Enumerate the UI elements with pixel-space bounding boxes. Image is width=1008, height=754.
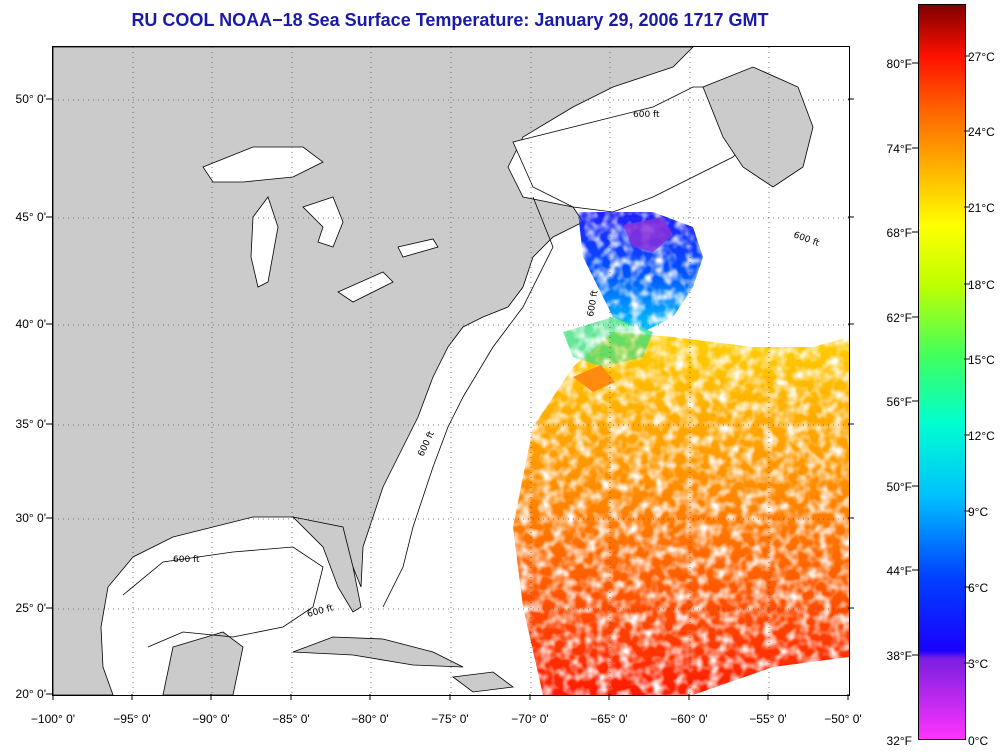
longitude-label: −50° 0' [824,712,862,726]
isobath-600ft [382,196,554,608]
longitude-label: −85° 0' [272,712,310,726]
isobath-label: 600 ft [173,555,200,565]
colorbar-fahrenheit-label: 32°F [886,734,912,748]
colorbar-fahrenheit-label: 56°F [886,395,912,409]
colorbar-fahrenheit-label: 62°F [886,311,912,325]
latitude-label: 30° 0' [15,511,46,525]
graticule [53,47,849,695]
colorbar-celsius-label: 27°C [968,50,995,64]
isobath-600ft-gulf [122,546,324,648]
colorbar-celsius-label: 9°C [968,505,989,519]
latitude-label: 25° 0' [15,601,46,615]
land-cuba [292,636,464,668]
land-yucatan [162,631,244,695]
colorbar-celsius-label: 21°C [968,201,995,215]
colorbar-celsius-label: 6°C [968,581,989,595]
latitude-label: 20° 0' [15,687,46,701]
sst-shelf-water [563,317,653,367]
longitude-label: −90° 0' [192,712,230,726]
longitude-label: −60° 0' [670,712,708,726]
land-florida [291,516,362,613]
isobath-label: 600 ft [586,289,601,317]
longitude-label: −55° 0' [749,712,787,726]
sst-cold-water [578,212,703,332]
colorbar-fahrenheit-label: 74°F [886,142,912,156]
colorbar-celsius-label: 0°C [968,734,989,748]
latitude-label: 40° 0' [15,317,46,331]
sst-warm-water [513,332,849,695]
colorbar-fahrenheit-label: 68°F [886,226,912,240]
land-hispaniola [451,671,515,693]
longitude-label: −100° 0' [30,712,76,726]
colorbar [918,4,966,740]
sst-very-cold-water [623,217,673,252]
sst-gulf-stream-eddy [573,365,615,392]
longitude-label: −95° 0' [113,712,151,726]
latitude-label: 45° 0' [15,210,46,224]
colorbar-celsius-label: 18°C [968,278,995,292]
longitude-label: −70° 0' [511,712,549,726]
longitude-label: −80° 0' [351,712,389,726]
latitude-label: 50° 0' [15,92,46,106]
colorbar-fahrenheit-label: 80°F [886,57,912,71]
longitude-label: −75° 0' [431,712,469,726]
latitude-label: 35° 0' [15,417,46,431]
sst-map-svg: 600 ft 600 ft 600 ft 600 ft 600 ft 600 f… [53,47,849,695]
colorbar-celsius-label: 3°C [968,657,989,671]
colorbar-fahrenheit-label: 38°F [886,649,912,663]
colorbar-gradient [919,5,965,739]
longitude-label: −65° 0' [590,712,628,726]
colorbar-celsius-label: 12°C [968,429,995,443]
great-lakes [202,146,439,303]
colorbar-celsius-label: 24°C [968,125,995,139]
colorbar-celsius-label: 15°C [968,353,995,367]
map-title: RU COOL NOAA−18 Sea Surface Temperature:… [131,10,769,30]
isobath-label: 600 ft [633,110,660,120]
land-newfoundland [702,66,814,188]
sst-map[interactable]: 600 ft 600 ft 600 ft 600 ft 600 ft 600 f… [52,46,850,696]
colorbar-fahrenheit-label: 50°F [886,480,912,494]
colorbar-fahrenheit-label: 44°F [886,564,912,578]
